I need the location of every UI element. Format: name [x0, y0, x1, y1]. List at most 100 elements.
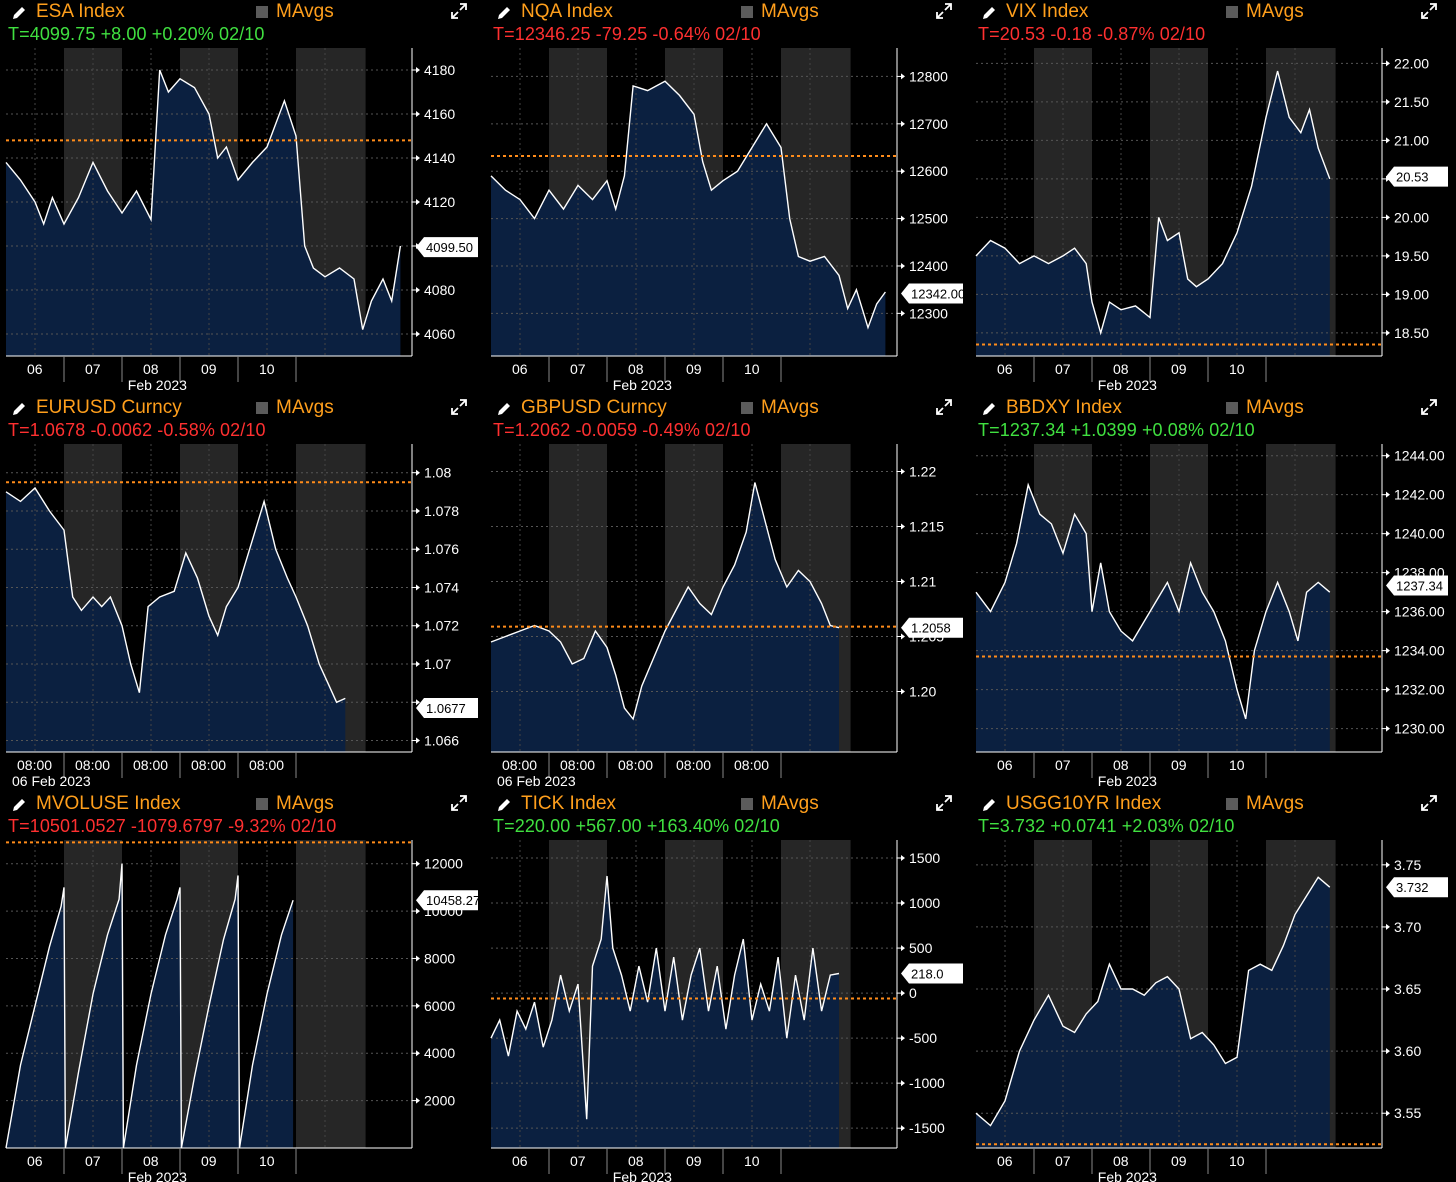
x-tick-label: 08:00: [17, 757, 52, 773]
x-tick-label: 08: [1113, 757, 1129, 773]
y-tick-marker: [1386, 530, 1390, 537]
x-tick-label: 09: [201, 1153, 217, 1169]
pencil-icon[interactable]: [980, 4, 998, 22]
mavgs-label[interactable]: MAvgs: [761, 1, 819, 22]
expand-icon[interactable]: [450, 398, 468, 416]
x-axis-sublabel: Feb 2023: [128, 1169, 187, 1182]
expand-icon[interactable]: [935, 2, 953, 20]
y-tick-label: 1500: [909, 850, 940, 866]
x-tick-label: 08: [1113, 361, 1129, 377]
x-tick-label: 08:00: [618, 757, 653, 773]
mavgs-label[interactable]: MAvgs: [1246, 793, 1304, 814]
y-tick-label: 4120: [424, 194, 455, 210]
expand-icon[interactable]: [1420, 2, 1438, 20]
y-tick-marker: [416, 1097, 420, 1104]
mavgs-checkbox[interactable]: [1226, 798, 1238, 810]
pencil-icon[interactable]: [495, 4, 513, 22]
last-value-label: 1.0677: [426, 701, 466, 716]
x-tick-label: 09: [686, 1153, 702, 1169]
x-axis-sublabel: Feb 2023: [1098, 377, 1157, 390]
x-tick-label: 10: [259, 1153, 275, 1169]
y-tick-marker: [416, 1050, 420, 1057]
pencil-icon[interactable]: [10, 400, 28, 418]
ticker-label[interactable]: EURUSD Curncy: [36, 397, 182, 418]
x-tick-label: 10: [744, 1153, 760, 1169]
pencil-icon[interactable]: [495, 400, 513, 418]
x-tick-label: 07: [85, 361, 101, 377]
y-tick-marker: [416, 737, 420, 744]
ticker-label[interactable]: NQA Index: [521, 1, 613, 22]
ticker-label[interactable]: GBPUSD Curncy: [521, 397, 667, 418]
ticker-label[interactable]: USGG10YR Index: [1006, 793, 1162, 814]
mavgs-label[interactable]: MAvgs: [1246, 1, 1304, 22]
y-tick-marker: [416, 199, 420, 205]
series-line: [5, 486, 346, 704]
mavgs-checkbox[interactable]: [256, 6, 268, 18]
x-tick-label: 06: [997, 757, 1013, 773]
y-tick-marker: [1386, 329, 1390, 336]
mavgs-checkbox[interactable]: [256, 402, 268, 414]
ticker-label[interactable]: VIX Index: [1006, 1, 1089, 22]
pencil-icon[interactable]: [980, 400, 998, 418]
panel-header: NQA Index MAvgs T=12346.25 -79.25 -0.64% 0…: [485, 0, 963, 48]
mavgs-label[interactable]: MAvgs: [276, 397, 334, 418]
y-tick-label: 18.50: [1394, 325, 1429, 341]
mavgs-checkbox[interactable]: [741, 798, 753, 810]
mavgs-checkbox[interactable]: [1226, 402, 1238, 414]
chart-panel-tick: TICK Index MAvgs T=220.00 +567.00 +163.40%…: [485, 792, 963, 1182]
pencil-icon[interactable]: [10, 4, 28, 22]
last-value-label: 1237.34: [1396, 579, 1443, 594]
chart-panel-eurusd: EURUSD Curncy MAvgs T=1.0678 -0.0062 -0.58…: [0, 396, 478, 786]
series-line: [490, 80, 886, 330]
expand-icon[interactable]: [935, 794, 953, 812]
mavgs-label[interactable]: MAvgs: [761, 793, 819, 814]
last-value-flag: [901, 617, 963, 638]
mavgs-checkbox[interactable]: [256, 798, 268, 810]
mavgs-label[interactable]: MAvgs: [276, 1, 334, 22]
y-tick-label: 4060: [424, 326, 455, 342]
mavgs-checkbox[interactable]: [741, 402, 753, 414]
quote-line: T=1.0678 -0.0062 -0.58% 02/10: [8, 420, 266, 440]
y-tick-marker: [1386, 923, 1390, 930]
quote-line: T=220.00 +567.00 +163.40% 02/10: [493, 816, 780, 836]
pencil-icon[interactable]: [495, 796, 513, 814]
y-tick-marker: [1386, 608, 1390, 615]
expand-icon[interactable]: [450, 794, 468, 812]
pencil-icon[interactable]: [980, 796, 998, 814]
y-tick-label: 1232.00: [1394, 682, 1445, 698]
x-tick-label: 07: [570, 1153, 586, 1169]
x-axis-sublabel: Feb 2023: [128, 377, 187, 390]
y-tick-marker: [1386, 686, 1390, 693]
x-tick-label: 08:00: [676, 757, 711, 773]
y-tick-label: 4080: [424, 282, 455, 298]
expand-icon[interactable]: [1420, 794, 1438, 812]
series-area: [6, 863, 294, 1148]
y-tick-label: 12700: [909, 116, 948, 132]
mavgs-label[interactable]: MAvgs: [1246, 397, 1304, 418]
expand-icon[interactable]: [450, 2, 468, 20]
ticker-label[interactable]: MVOLUSE Index: [36, 793, 181, 814]
ticker-label[interactable]: BBDXY Index: [1006, 397, 1122, 418]
y-tick-marker: [416, 908, 420, 915]
ticker-label[interactable]: TICK Index: [521, 793, 617, 814]
pencil-icon[interactable]: [10, 796, 28, 814]
y-tick-label: 1236.00: [1394, 604, 1445, 620]
y-tick-marker: [901, 1080, 905, 1087]
ticker-label[interactable]: ESA Index: [36, 1, 125, 22]
mavgs-checkbox[interactable]: [741, 6, 753, 18]
y-tick-marker: [901, 262, 905, 269]
quote-line: T=1.2062 -0.0059 -0.49% 02/10: [493, 420, 751, 440]
plot-area: 22.0021.5021.0020.5020.0019.5019.0018.50…: [975, 48, 1448, 390]
y-tick-marker: [901, 900, 905, 907]
mavgs-checkbox[interactable]: [1226, 6, 1238, 18]
x-tick-label: 10: [744, 361, 760, 377]
mavgs-label[interactable]: MAvgs: [761, 397, 819, 418]
y-tick-marker: [416, 507, 420, 514]
mavgs-label[interactable]: MAvgs: [276, 793, 334, 814]
x-tick-label: 07: [570, 361, 586, 377]
expand-icon[interactable]: [935, 398, 953, 416]
x-tick-label: 08: [1113, 1153, 1129, 1169]
y-tick-marker: [1386, 491, 1390, 498]
expand-icon[interactable]: [1420, 398, 1438, 416]
y-tick-label: 12300: [909, 305, 948, 321]
